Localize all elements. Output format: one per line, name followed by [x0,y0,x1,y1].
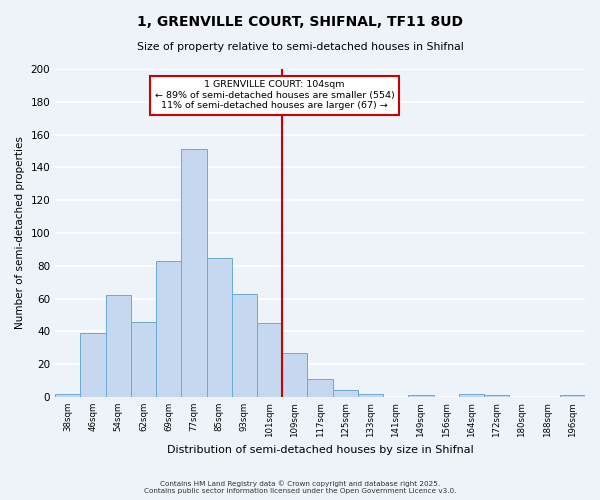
Bar [332,390,358,397]
Bar [459,394,484,397]
Bar [560,396,585,397]
Bar [106,296,131,397]
Bar [282,352,307,397]
Text: 1, GRENVILLE COURT, SHIFNAL, TF11 8UD: 1, GRENVILLE COURT, SHIFNAL, TF11 8UD [137,15,463,29]
Bar [131,322,156,397]
Text: 1 GRENVILLE COURT: 104sqm
← 89% of semi-detached houses are smaller (554)
11% of: 1 GRENVILLE COURT: 104sqm ← 89% of semi-… [155,80,395,110]
Bar [307,379,332,397]
Text: Contains HM Land Registry data © Crown copyright and database right 2025.
Contai: Contains HM Land Registry data © Crown c… [144,480,456,494]
Text: Size of property relative to semi-detached houses in Shifnal: Size of property relative to semi-detach… [137,42,463,52]
Y-axis label: Number of semi-detached properties: Number of semi-detached properties [15,136,25,330]
Bar [55,394,80,397]
Bar [156,261,181,397]
Bar [409,396,434,397]
Bar [257,323,282,397]
Bar [80,333,106,397]
Bar [206,258,232,397]
Bar [484,396,509,397]
Bar [181,150,206,397]
Bar [358,394,383,397]
X-axis label: Distribution of semi-detached houses by size in Shifnal: Distribution of semi-detached houses by … [167,445,473,455]
Bar [232,294,257,397]
